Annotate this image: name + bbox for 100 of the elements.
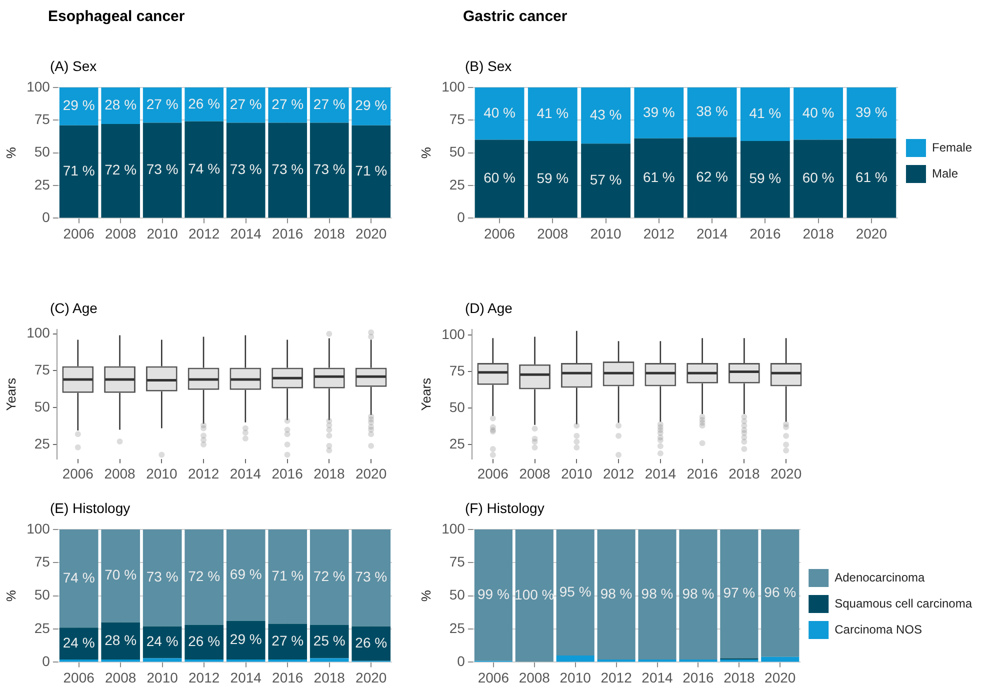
data-label: 39 %: [855, 104, 888, 120]
data-label: 26 %: [188, 633, 220, 650]
x-tick-label: 2016: [682, 669, 714, 686]
bar: [142, 122, 182, 218]
x-tick-label: 2018: [314, 669, 346, 686]
bar: [528, 87, 578, 142]
chart-subtitle: (B) Sex: [464, 58, 513, 76]
bar: [59, 125, 98, 218]
bar: [310, 658, 349, 662]
bar: [310, 122, 349, 218]
x-tick-label: 2008: [519, 465, 551, 482]
data-label: 98 %: [682, 585, 714, 602]
bar: [310, 87, 349, 123]
data-label: 73 %: [355, 568, 388, 585]
x-tick-label: 2018: [314, 225, 346, 242]
data-label: 73 %: [230, 161, 262, 178]
bar: [679, 529, 718, 660]
x-tick-label: 2018: [724, 669, 755, 686]
bar: [184, 121, 224, 218]
y-tick-label: 75: [449, 362, 466, 379]
y-tick-label: 75: [34, 553, 50, 570]
y-tick-label: 75: [449, 553, 466, 570]
bar: [761, 529, 800, 657]
y-tick-label: 0: [457, 209, 466, 226]
data-label: 70 %: [104, 566, 137, 583]
data-label: 71 %: [355, 162, 388, 178]
bar: [794, 140, 843, 218]
data-label: 57 %: [590, 172, 622, 188]
data-label: 41 %: [536, 105, 569, 122]
data-label: 60 %: [802, 170, 834, 186]
bar: [226, 87, 266, 123]
y-tick-label: 50: [34, 144, 50, 160]
bar: [352, 626, 391, 661]
x-tick-label: 2006: [63, 225, 95, 242]
bar: [634, 138, 684, 218]
data-label: 62 %: [696, 168, 728, 184]
x-tick-label: 2008: [537, 225, 568, 242]
x-tick-label: 2006: [484, 225, 516, 242]
y-axis-title: Years: [418, 377, 434, 411]
bar: [528, 141, 578, 218]
bar: [474, 140, 524, 218]
x-tick-label: 2014: [230, 225, 262, 242]
bar: [687, 87, 737, 138]
data-label: 28 %: [104, 632, 137, 648]
x-tick-label: 2008: [105, 225, 136, 242]
x-tick-label: 2010: [146, 465, 178, 482]
bar: [226, 122, 266, 218]
y-tick-label: 75: [34, 362, 50, 378]
x-tick-label: 2012: [188, 225, 220, 242]
data-label: 41 %: [749, 105, 782, 122]
data-label: 73 %: [146, 568, 178, 585]
bar: [794, 87, 843, 140]
bar: [687, 137, 737, 218]
bar: [740, 87, 790, 142]
bar: [581, 144, 630, 218]
x-tick-label: 2012: [188, 669, 220, 686]
data-label: 27 %: [230, 96, 262, 112]
data-label: 39 %: [642, 104, 675, 120]
bar: [142, 87, 182, 123]
data-label: 59 %: [749, 170, 782, 186]
data-label: 38 %: [696, 103, 728, 120]
bar: [268, 87, 308, 123]
bar: [59, 87, 98, 126]
y-tick-label: 25: [449, 176, 466, 192]
data-label: 60 %: [484, 170, 516, 186]
y-tick-label: 100: [26, 78, 50, 94]
x-tick-label: 2008: [105, 669, 136, 686]
y-tick-label: 50: [449, 586, 466, 603]
y-tick-label: 0: [457, 653, 466, 670]
x-tick-label: 2014: [642, 669, 674, 686]
chart-subtitle: (C) Age: [49, 300, 98, 318]
data-label: 27 %: [313, 96, 346, 112]
x-tick-label: 2014: [230, 669, 262, 686]
y-tick-label: 50: [34, 586, 50, 603]
legend-label: Female: [932, 140, 972, 154]
chart-subtitle: (F) Histology: [464, 500, 546, 518]
bar: [184, 529, 224, 626]
y-tick-label: 25: [34, 176, 50, 192]
y-tick-label: 100: [442, 78, 466, 94]
y-tick-label: 25: [34, 435, 50, 452]
bar: [101, 529, 140, 622]
legend-label: Adenocarcinoma: [834, 570, 925, 584]
bar: [352, 87, 391, 126]
x-tick-label: 2014: [696, 225, 728, 242]
x-tick-label: 2018: [802, 225, 834, 242]
x-tick-label: 2010: [590, 225, 622, 242]
x-tick-label: 2016: [272, 465, 304, 482]
x-tick-label: 2012: [188, 465, 220, 482]
data-label: 97 %: [723, 584, 756, 601]
x-tick-label: 2016: [272, 669, 304, 686]
y-tick-label: 75: [34, 110, 50, 127]
x-tick-label: 2010: [146, 669, 178, 686]
bar: [142, 658, 182, 662]
x-tick-label: 2012: [602, 465, 634, 482]
data-label: 72 %: [104, 162, 137, 178]
x-tick-label: 2010: [560, 669, 592, 686]
x-tick-label: 2016: [686, 465, 718, 482]
y-tick-label: 100: [442, 326, 466, 342]
data-label: 69 %: [230, 566, 262, 582]
data-label: 40 %: [802, 104, 834, 120]
